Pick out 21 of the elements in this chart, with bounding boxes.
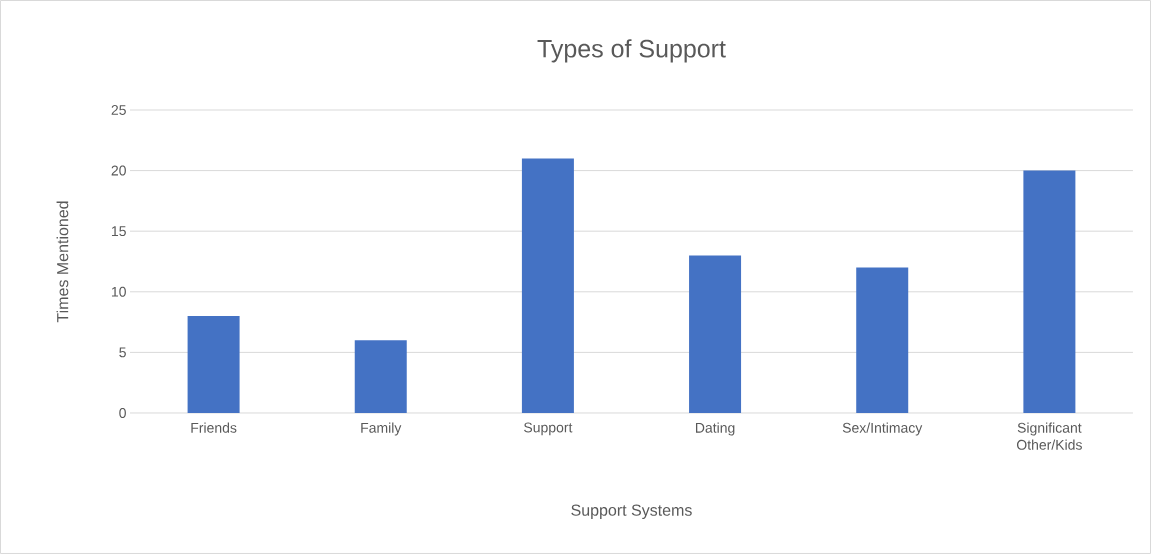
x-tick-label: Sex/Intimacy: [842, 422, 923, 436]
y-axis-title: Times Mentioned: [56, 201, 69, 323]
x-tick-label: Dating: [695, 422, 735, 436]
bar: [187, 316, 240, 413]
bar: [354, 340, 407, 413]
bar: [521, 158, 574, 413]
y-tick-label: 5: [119, 347, 126, 358]
x-tick-label: Significant Other/Kids: [1016, 422, 1082, 450]
y-tick-label: 25: [111, 105, 126, 115]
y-tick-label: 0: [119, 408, 126, 418]
bar: [1023, 170, 1076, 413]
x-tick-label: Friends: [191, 422, 237, 433]
x-axis-title: Support Systems: [571, 504, 692, 519]
y-tick-label: 10: [111, 286, 126, 297]
bar: [689, 255, 742, 413]
y-tick-label: 15: [111, 226, 126, 237]
bar: [856, 267, 909, 413]
x-tick-label: Support: [524, 422, 573, 436]
y-tick-label: 20: [111, 165, 126, 176]
x-tick-label: Family: [361, 422, 402, 436]
chart-title: Types of Support: [537, 39, 726, 63]
